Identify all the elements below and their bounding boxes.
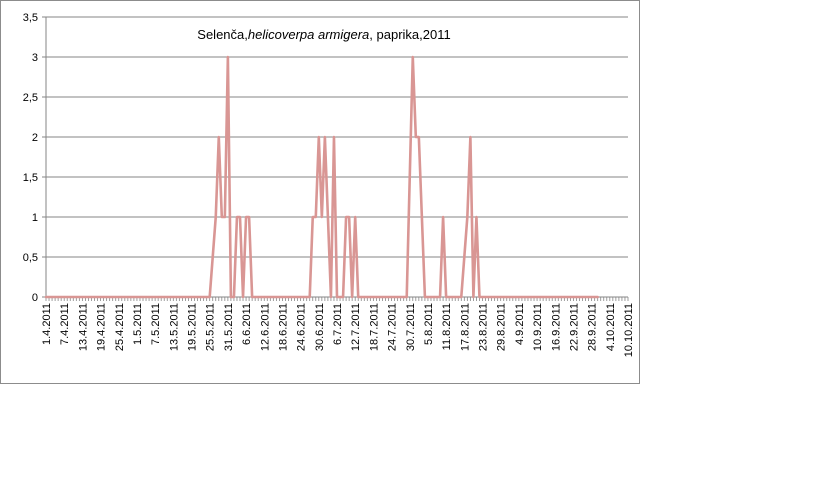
y-tick-labels: 0 0,5 1 1,5 2 2,5 3 3,5: [23, 12, 38, 304]
line-chart: 0 0,5 1 1,5 2 2,5 3 3,5 1.4.2011 7.4.2011 13.4.20…: [23, 12, 635, 357]
x-tick-label: 19.5.2011: [187, 303, 199, 351]
x-tick-label: 12.7.2011: [350, 303, 362, 351]
chart-title-suffix: , paprika,2011: [369, 27, 450, 42]
x-tick-label: 28.9.2011: [587, 303, 599, 351]
x-tick-label: 31.5.2011: [223, 303, 235, 351]
series-layer: [44, 55, 599, 299]
x-tick-label: 23.8.2011: [478, 303, 490, 351]
series-line: [44, 55, 599, 299]
chart-title-prefix: Selenča,: [197, 27, 248, 42]
x-tick-label: 5.8.2011: [423, 303, 435, 345]
x-tick-label: 24.7.2011: [387, 303, 399, 351]
x-tick-label: 30.7.2011: [405, 303, 417, 351]
x-tick-label: 4.10.2011: [605, 303, 617, 351]
x-tick-label: 17.8.2011: [459, 303, 471, 351]
x-tick-label: 16.9.2011: [550, 303, 562, 351]
x-tick-label: 6.7.2011: [332, 303, 344, 345]
x-tick-label: 7.4.2011: [59, 303, 71, 345]
x-tick-label: 10.10.2011: [623, 303, 635, 357]
x-tick-label: 25.4.2011: [114, 303, 126, 351]
x-tick-label: 25.5.2011: [205, 303, 217, 351]
x-tick-label: 22.9.2011: [568, 303, 580, 351]
x-tick-labels: 1.4.2011 7.4.2011 13.4.2011 19.4.2011 25.4.2…: [41, 303, 635, 357]
x-tick-label: 19.4.2011: [96, 303, 108, 351]
x-tick-label: 29.8.2011: [496, 303, 508, 351]
x-tick-label: 30.6.2011: [314, 303, 326, 351]
x-tick-label: 7.5.2011: [150, 303, 162, 345]
y-tick-label: 0,5: [23, 252, 38, 264]
x-tick-label: 1.4.2011: [41, 303, 53, 345]
y-tick-label: 1,5: [23, 172, 38, 184]
y-tick-label: 3: [32, 52, 38, 64]
grid-lines: [46, 16, 628, 258]
y-tick-label: 2,5: [23, 92, 38, 104]
x-tick-label: 18.7.2011: [368, 303, 380, 351]
x-tick-label: 1.5.2011: [132, 303, 144, 345]
y-tick-label: 0: [32, 292, 38, 304]
x-tick-label: 4.9.2011: [514, 303, 526, 345]
x-tick-label: 11.8.2011: [441, 303, 453, 350]
chart-title: Selenča,helicoverpa armigera, paprika,20…: [197, 27, 450, 42]
y-tick-label: 3,5: [23, 12, 38, 24]
x-tick-label: 12.6.2011: [259, 303, 271, 351]
y-tick-label: 2: [32, 132, 38, 144]
x-tick-label: 18.6.2011: [277, 303, 289, 351]
x-tick-label: 6.6.2011: [241, 303, 253, 345]
x-tick-label: 13.5.2011: [168, 303, 180, 351]
x-tick-label: 10.9.2011: [532, 303, 544, 351]
chart-title-italic: helicoverpa armigera: [248, 27, 369, 42]
x-tick-label: 13.4.2011: [77, 303, 89, 351]
chart-frame: 0 0,5 1 1,5 2 2,5 3 3,5 1.4.2011 7.4.2011 13.4.20…: [0, 0, 640, 384]
x-tick-label: 24.6.2011: [296, 303, 308, 351]
y-tick-label: 1: [32, 212, 38, 224]
